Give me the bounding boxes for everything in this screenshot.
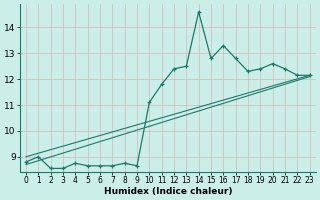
X-axis label: Humidex (Indice chaleur): Humidex (Indice chaleur) bbox=[104, 187, 232, 196]
